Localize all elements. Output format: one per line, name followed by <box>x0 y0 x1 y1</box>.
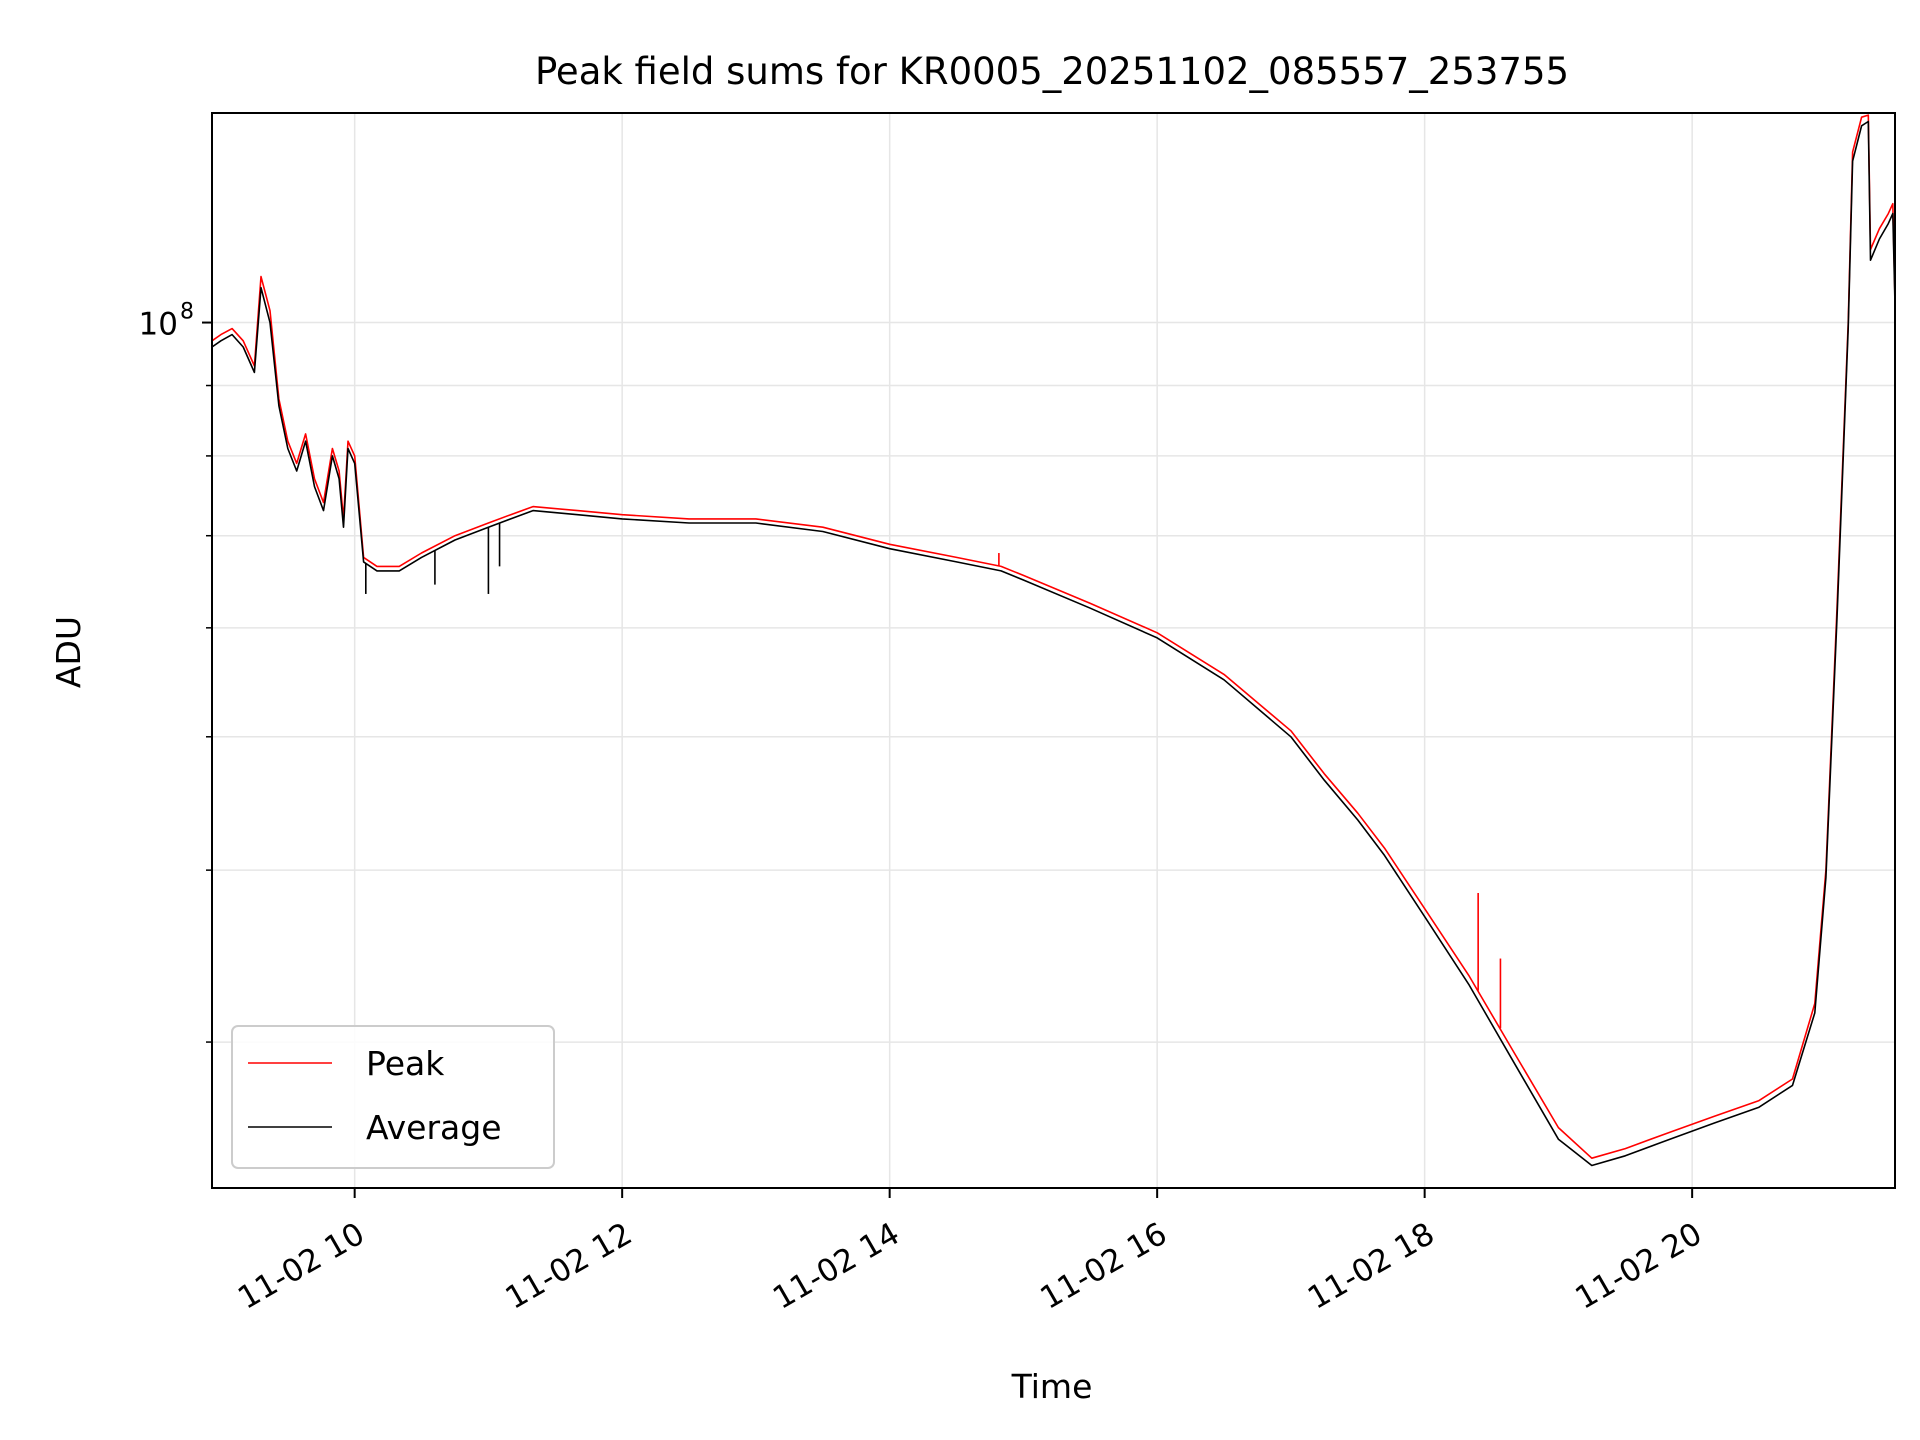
series-layer <box>211 114 1896 1167</box>
chart-title: Peak field sums for KR0005_20251102_0855… <box>535 50 1569 93</box>
legend-box <box>231 1025 555 1169</box>
legend-label-average: Average <box>366 1108 502 1147</box>
legend: Peak Average <box>231 1025 555 1169</box>
y-axis-label: ADU <box>49 616 88 688</box>
series-line-average <box>211 120 1896 1167</box>
legend-label-peak: Peak <box>366 1044 445 1083</box>
y-axis: 10 8 <box>139 300 212 1043</box>
y-tick-exponent: 8 <box>180 300 194 325</box>
grid <box>212 113 1895 1188</box>
x-axis-label: Time <box>1011 1367 1093 1406</box>
plot-frame <box>211 112 1896 1189</box>
y-tick-label: 10 <box>139 307 178 343</box>
